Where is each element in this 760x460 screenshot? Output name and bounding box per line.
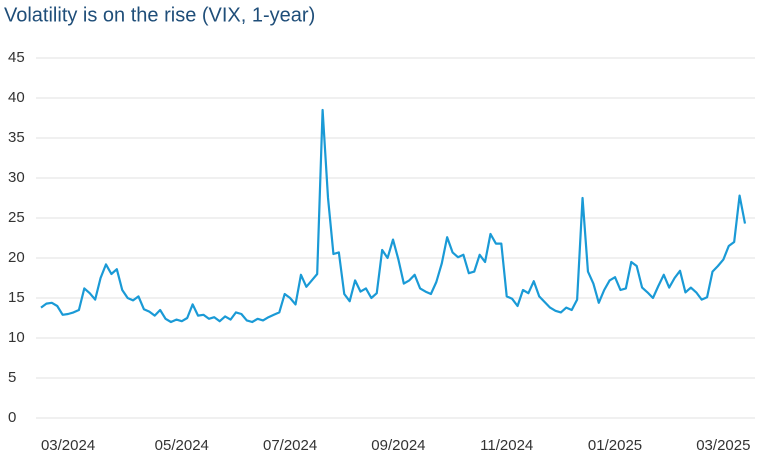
x-tick-label: 03/2025 xyxy=(696,437,750,454)
x-tick-label: 03/2024 xyxy=(41,437,95,454)
y-tick-label: 35 xyxy=(8,129,25,146)
y-tick-label: 10 xyxy=(8,329,25,346)
y-tick-label: 40 xyxy=(8,89,25,106)
y-tick-label: 0 xyxy=(8,409,16,426)
y-tick-label: 20 xyxy=(8,249,25,266)
y-tick-label: 45 xyxy=(8,49,25,66)
x-tick-label: 07/2024 xyxy=(263,437,317,454)
y-tick-label: 25 xyxy=(8,209,25,226)
x-tick-label: 01/2025 xyxy=(588,437,642,454)
x-tick-label: 05/2024 xyxy=(155,437,209,454)
y-tick-label: 30 xyxy=(8,169,25,186)
x-tick-label: 11/2024 xyxy=(480,437,533,454)
x-tick-label: 09/2024 xyxy=(371,437,425,454)
chart-title: Volatility is on the rise (VIX, 1-year) xyxy=(4,4,315,26)
y-tick-label: 15 xyxy=(8,289,25,306)
vix-line xyxy=(40,108,747,324)
y-tick-label: 5 xyxy=(8,369,16,386)
